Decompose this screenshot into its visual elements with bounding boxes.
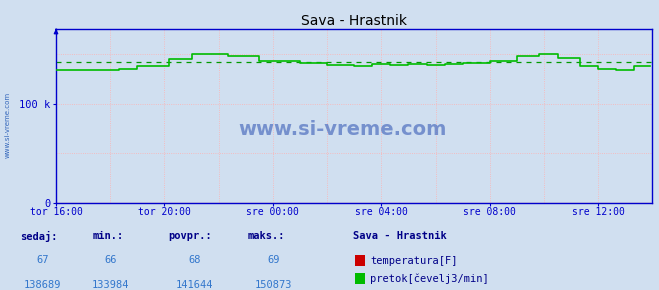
- Title: Sava - Hrastnik: Sava - Hrastnik: [301, 14, 407, 28]
- Text: povpr.:: povpr.:: [168, 231, 212, 240]
- Text: maks.:: maks.:: [247, 231, 285, 240]
- Text: pretok[čevelj3/min]: pretok[čevelj3/min]: [370, 274, 489, 284]
- Text: 66: 66: [105, 255, 117, 265]
- Text: 69: 69: [268, 255, 279, 265]
- Text: temperatura[F]: temperatura[F]: [370, 256, 458, 266]
- Text: 138689: 138689: [24, 280, 61, 290]
- Text: 68: 68: [188, 255, 200, 265]
- Text: 141644: 141644: [176, 280, 213, 290]
- Text: 150873: 150873: [255, 280, 292, 290]
- Text: www.si-vreme.com: www.si-vreme.com: [5, 92, 11, 158]
- Text: min.:: min.:: [92, 231, 123, 240]
- Text: 67: 67: [37, 255, 49, 265]
- Text: Sava - Hrastnik: Sava - Hrastnik: [353, 231, 446, 240]
- Text: www.si-vreme.com: www.si-vreme.com: [239, 119, 447, 139]
- Text: 133984: 133984: [92, 280, 129, 290]
- Text: sedaj:: sedaj:: [20, 231, 57, 242]
